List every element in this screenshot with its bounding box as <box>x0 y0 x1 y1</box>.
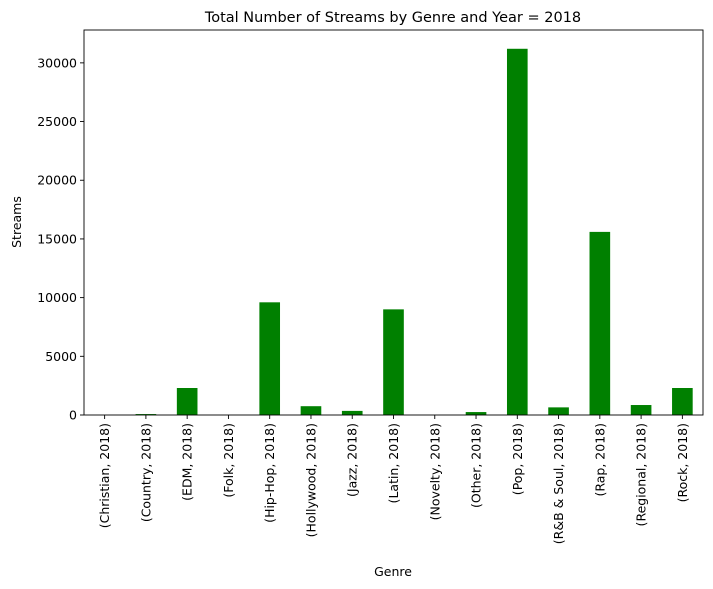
x-tick-label: (Pop, 2018) <box>510 423 525 495</box>
x-tick-label: (Regional, 2018) <box>634 423 649 526</box>
bar <box>672 388 693 415</box>
x-axis-label: Genre <box>374 564 412 579</box>
bar <box>176 388 198 415</box>
y-tick-label: 30000 <box>37 55 77 70</box>
y-tick-label: 5000 <box>45 349 77 364</box>
y-axis-label: Streams <box>9 196 24 248</box>
x-tick-label: (Other, 2018) <box>469 423 484 508</box>
bar <box>341 410 363 415</box>
bar <box>135 414 157 415</box>
bar <box>465 412 487 415</box>
y-tick-label: 0 <box>69 408 77 423</box>
x-tick-label: (Country, 2018) <box>138 423 153 522</box>
bar <box>259 302 281 415</box>
x-tick-label: (Folk, 2018) <box>221 423 236 498</box>
x-tick-label: (Latin, 2018) <box>386 423 401 503</box>
y-tick-label: 20000 <box>37 173 77 188</box>
bar <box>548 407 569 415</box>
bar <box>630 405 652 415</box>
bar <box>589 231 611 415</box>
y-tick-label: 10000 <box>37 290 77 305</box>
y-tick-label: 25000 <box>37 114 77 129</box>
x-tick-label: (Rock, 2018) <box>675 423 690 502</box>
x-tick-label: (Rap, 2018) <box>592 423 607 497</box>
x-tick-label: (EDM, 2018) <box>180 423 195 501</box>
x-tick-label: (Christian, 2018) <box>97 423 112 528</box>
bar <box>383 309 404 415</box>
x-tick-label: (Hollywood, 2018) <box>303 423 318 537</box>
bar <box>300 406 322 415</box>
chart-title: Total Number of Streams by Genre and Yea… <box>204 10 581 26</box>
x-tick-label: (Jazz, 2018) <box>345 423 360 497</box>
x-tick-label: (Hip-Hop, 2018) <box>262 423 277 523</box>
y-tick-label: 15000 <box>37 231 77 246</box>
plot-area: 0 5000 10000 15000 20000 25000 30000 (Christian… <box>37 29 704 544</box>
x-tick-label: (Novelty, 2018) <box>427 423 442 520</box>
x-tick-label: (R&B & Soul, 2018) <box>551 423 566 544</box>
bar <box>506 48 528 415</box>
